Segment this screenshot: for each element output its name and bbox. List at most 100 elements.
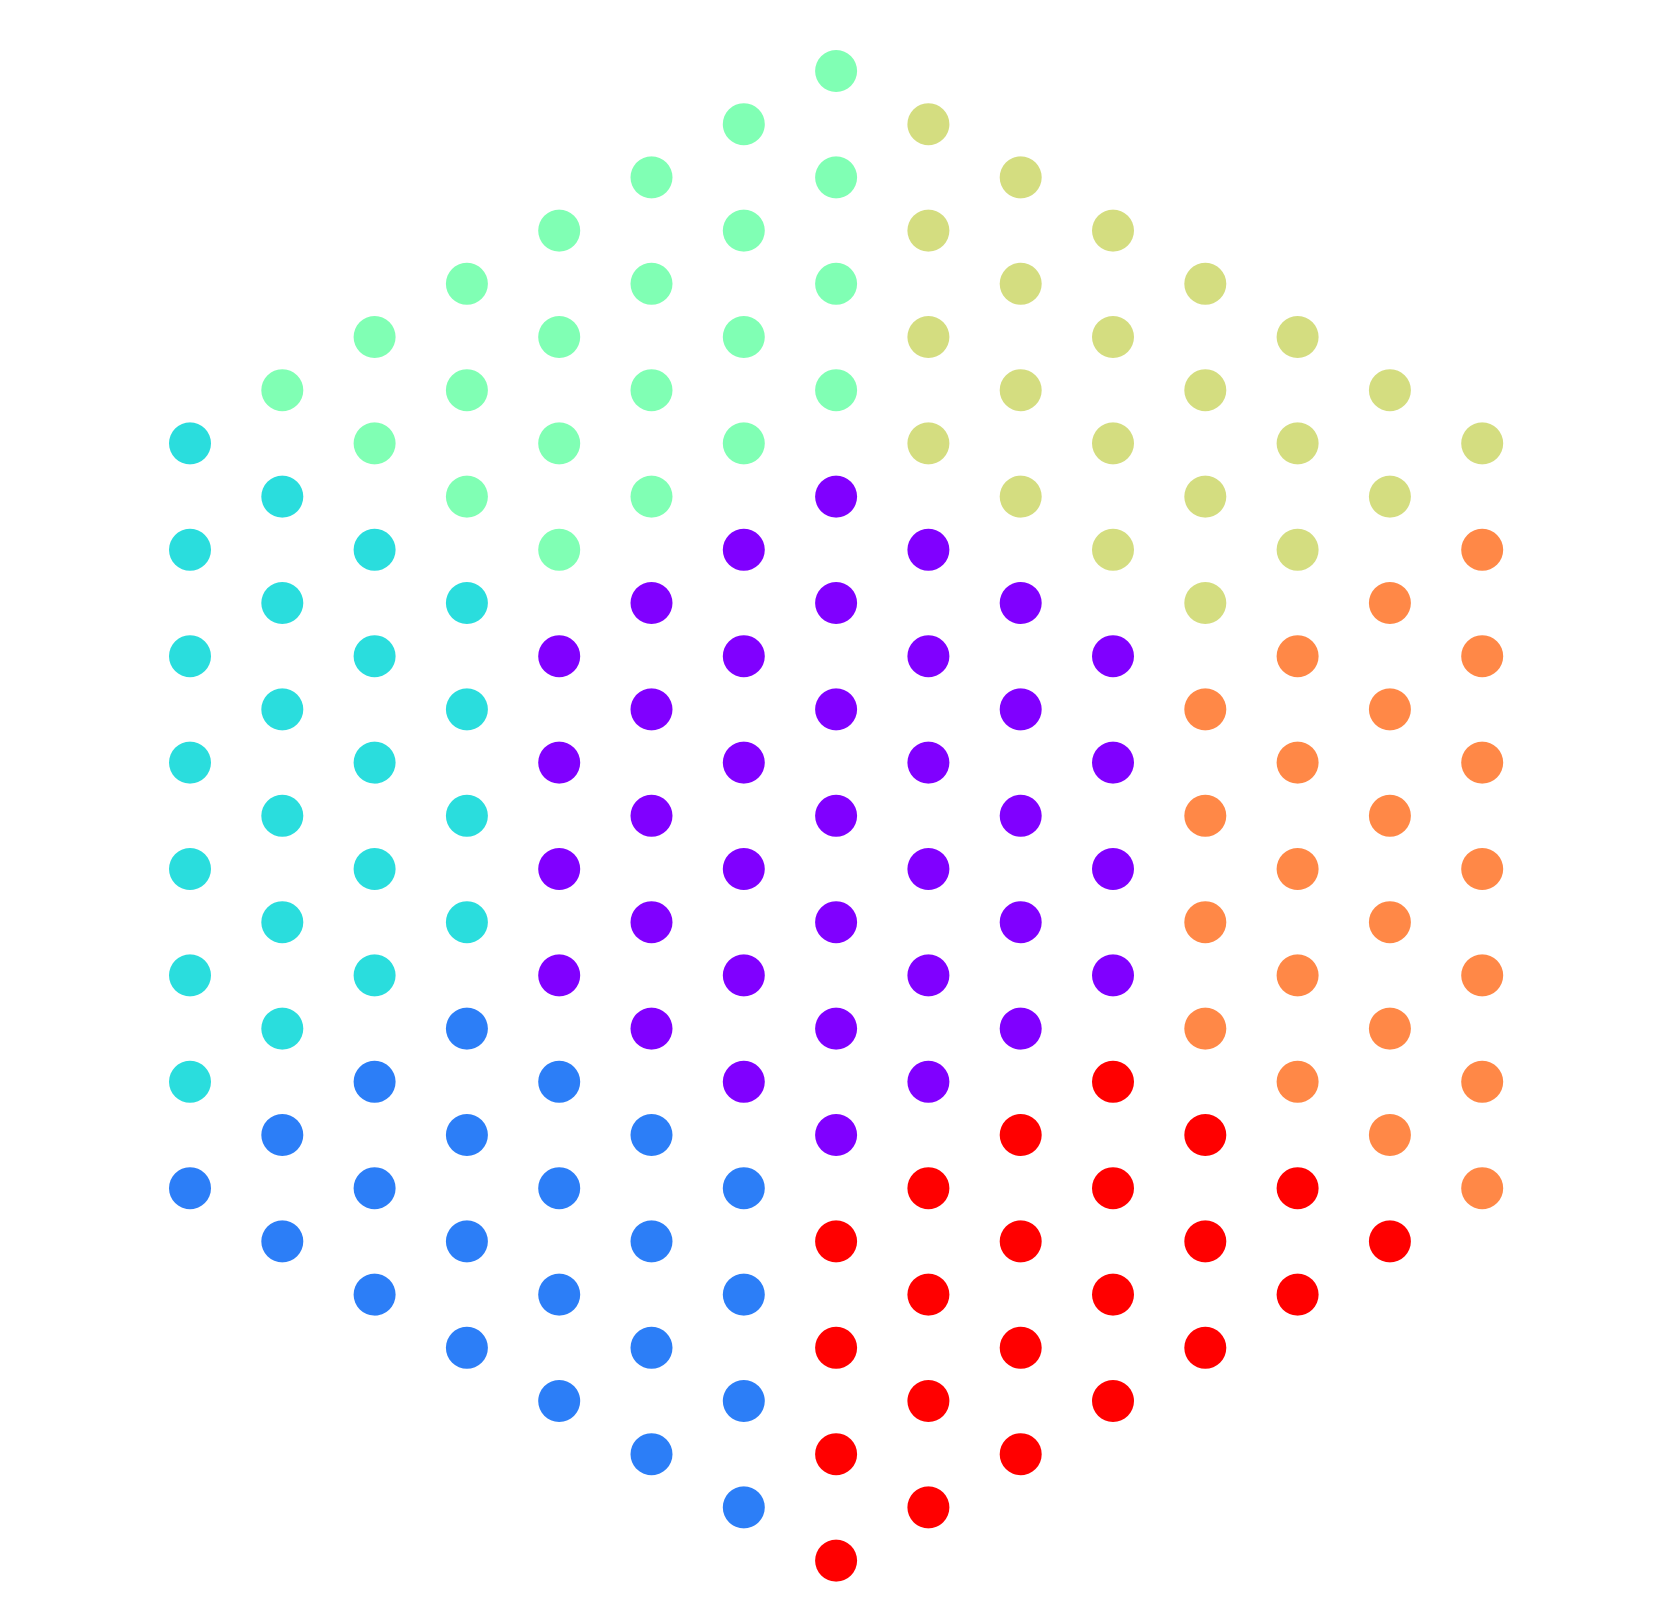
dot-orange	[1461, 635, 1504, 678]
dot-olive	[907, 316, 950, 358]
dot-olive	[999, 262, 1042, 305]
dot-blue	[630, 1326, 673, 1369]
dot-olive	[907, 422, 950, 465]
dot-green	[630, 369, 673, 412]
dot-olive	[907, 103, 950, 146]
dot-green	[722, 316, 765, 358]
dot-purple	[815, 688, 858, 731]
dot-purple	[630, 688, 673, 731]
dot-olive	[1276, 528, 1319, 571]
dot-blue	[538, 1273, 581, 1316]
dot-purple	[907, 741, 950, 784]
dot-orange	[1276, 741, 1319, 784]
dot-purple	[815, 1007, 858, 1050]
dot-blue	[630, 1433, 673, 1476]
dot-cyan	[169, 848, 211, 890]
top-right-face	[907, 103, 1504, 624]
dot-green	[445, 475, 488, 518]
dot-purple	[999, 1007, 1042, 1050]
dot-red	[999, 1433, 1042, 1476]
dot-cyan	[353, 635, 396, 678]
dot-olive	[1184, 262, 1227, 305]
dot-purple	[722, 1060, 765, 1103]
dot-red	[907, 1486, 950, 1529]
center-face	[538, 475, 1134, 1156]
dot-olive	[1368, 369, 1411, 412]
dot-purple	[630, 794, 673, 837]
dot-red	[1184, 1220, 1227, 1263]
top-left-face	[261, 50, 858, 571]
dot-cyan	[353, 528, 396, 571]
dot-orange	[1368, 1114, 1411, 1156]
dot-orange	[1461, 741, 1504, 784]
dot-purple	[999, 688, 1042, 731]
dot-purple	[815, 475, 858, 518]
dot-purple	[907, 1060, 950, 1103]
dot-olive	[1461, 422, 1504, 465]
dot-green	[630, 475, 673, 518]
dot-green	[722, 103, 765, 146]
dot-purple	[630, 1007, 673, 1050]
dot-red	[1276, 1273, 1319, 1316]
dot-red	[1276, 1167, 1319, 1210]
dot-red	[1184, 1114, 1227, 1156]
dot-purple	[1092, 848, 1134, 890]
dot-orange	[1184, 1007, 1227, 1050]
dot-olive	[999, 475, 1042, 518]
dot-olive	[1276, 316, 1319, 358]
dot-orange	[1461, 1167, 1504, 1210]
dot-blue	[722, 1273, 765, 1316]
dot-blue	[538, 1167, 581, 1210]
dot-purple	[907, 635, 950, 678]
dot-green	[261, 369, 304, 412]
dot-purple	[722, 848, 765, 890]
dot-purple	[815, 794, 858, 837]
dot-blue	[169, 1167, 211, 1210]
dot-green	[538, 528, 581, 571]
dot-purple	[538, 848, 581, 890]
dot-red	[1092, 1380, 1134, 1422]
dot-orange	[1461, 848, 1504, 890]
dot-blue	[353, 1060, 396, 1103]
dot-red	[999, 1114, 1042, 1156]
dot-green	[630, 262, 673, 305]
dot-green	[722, 422, 765, 465]
dot-orange	[1276, 1060, 1319, 1103]
dot-orange	[1184, 901, 1227, 944]
dot-cyan	[261, 1007, 304, 1050]
dot-purple	[722, 635, 765, 678]
dot-green	[815, 50, 858, 92]
dot-cyan	[169, 528, 211, 571]
dot-green	[815, 262, 858, 305]
dot-purple	[907, 954, 950, 997]
dot-purple	[1092, 741, 1134, 784]
dot-purple	[722, 528, 765, 571]
dot-cyan	[261, 582, 304, 624]
dot-green	[353, 422, 396, 465]
dot-red	[907, 1380, 950, 1422]
dot-red	[815, 1220, 858, 1263]
dot-blue	[630, 1220, 673, 1263]
dot-purple	[999, 901, 1042, 944]
dot-orange	[1461, 1060, 1504, 1103]
bottom-right-face	[815, 1060, 1411, 1582]
dot-red	[999, 1220, 1042, 1263]
dot-orange	[1368, 688, 1411, 731]
dot-green	[353, 316, 396, 358]
dot-olive	[907, 209, 950, 252]
dot-purple	[1092, 954, 1134, 997]
dot-purple	[538, 954, 581, 997]
dot-red	[1368, 1220, 1411, 1263]
right-face	[1184, 528, 1504, 1210]
dot-cyan	[261, 794, 304, 837]
dot-purple	[630, 901, 673, 944]
dot-cyan	[445, 582, 488, 624]
dot-green	[722, 209, 765, 252]
dot-orange	[1461, 954, 1504, 997]
dot-orange	[1368, 901, 1411, 944]
dot-orange	[1184, 794, 1227, 837]
dot-blue	[630, 1114, 673, 1156]
dot-green	[815, 156, 858, 199]
dot-green	[538, 316, 581, 358]
